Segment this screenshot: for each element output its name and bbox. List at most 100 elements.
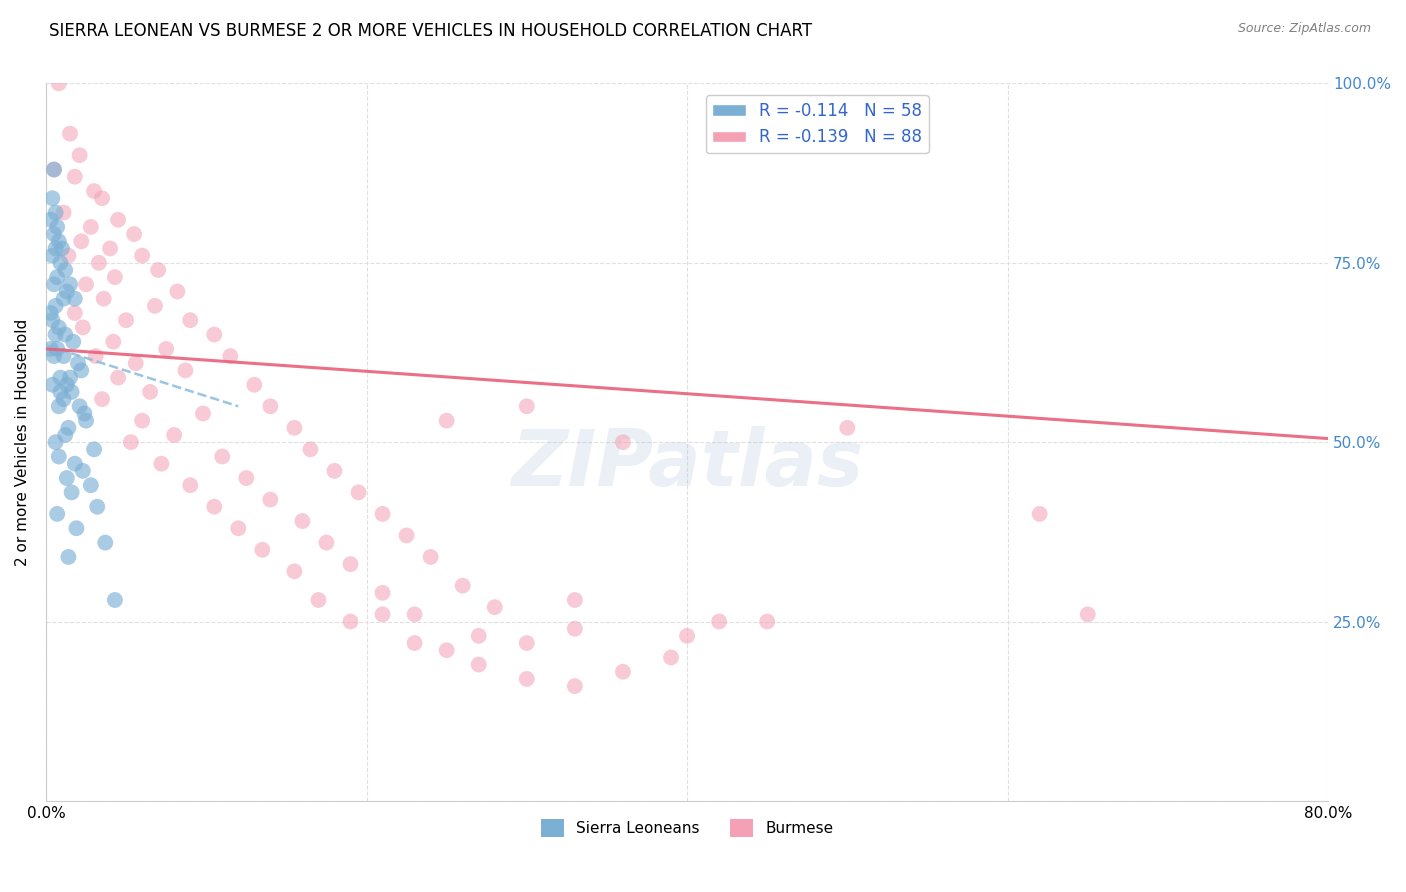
- Point: [52, 292, 75, 306]
- Point: [41, 377, 63, 392]
- Point: [66, 356, 89, 370]
- Point: [39, 342, 62, 356]
- Point: [56, 285, 79, 299]
- Point: [564, 593, 586, 607]
- Point: [756, 615, 779, 629]
- Point: [371, 507, 394, 521]
- Point: [339, 557, 361, 571]
- Point: [339, 615, 361, 629]
- Point: [83, 442, 105, 457]
- Point: [42, 162, 65, 177]
- Point: [70, 234, 93, 248]
- Point: [283, 421, 305, 435]
- Point: [52, 392, 75, 406]
- Point: [564, 679, 586, 693]
- Point: [191, 407, 214, 421]
- Point: [564, 622, 586, 636]
- Point: [48, 320, 70, 334]
- Point: [80, 478, 103, 492]
- Point: [48, 399, 70, 413]
- Point: [58, 549, 80, 564]
- Point: [53, 327, 76, 342]
- Point: [73, 407, 96, 421]
- Point: [707, 615, 730, 629]
- Point: [107, 370, 129, 384]
- Point: [155, 342, 177, 356]
- Point: [179, 478, 201, 492]
- Point: [139, 384, 162, 399]
- Point: [46, 270, 69, 285]
- Point: [41, 191, 63, 205]
- Point: [69, 399, 91, 413]
- Point: [46, 219, 69, 234]
- Point: [59, 370, 82, 384]
- Point: [60, 384, 83, 399]
- Point: [94, 535, 117, 549]
- Point: [41, 249, 63, 263]
- Point: [48, 450, 70, 464]
- Point: [84, 349, 107, 363]
- Point: [676, 629, 699, 643]
- Point: [1077, 607, 1099, 622]
- Point: [87, 256, 110, 270]
- Point: [75, 414, 97, 428]
- Point: [131, 249, 153, 263]
- Point: [612, 435, 634, 450]
- Point: [39, 212, 62, 227]
- Point: [42, 349, 65, 363]
- Point: [83, 184, 105, 198]
- Point: [395, 528, 418, 542]
- Point: [56, 377, 79, 392]
- Point: [235, 471, 257, 485]
- Point: [516, 399, 538, 413]
- Point: [63, 169, 86, 184]
- Point: [48, 234, 70, 248]
- Point: [323, 464, 346, 478]
- Point: [48, 77, 70, 91]
- Point: [60, 485, 83, 500]
- Point: [371, 607, 394, 622]
- Point: [45, 205, 67, 219]
- Point: [72, 464, 94, 478]
- Point: [107, 212, 129, 227]
- Point: [174, 363, 197, 377]
- Point: [46, 507, 69, 521]
- Point: [283, 564, 305, 578]
- Text: ZIPatlas: ZIPatlas: [510, 425, 863, 501]
- Point: [49, 384, 72, 399]
- Point: [299, 442, 322, 457]
- Point: [63, 457, 86, 471]
- Y-axis label: 2 or more Vehicles in Household: 2 or more Vehicles in Household: [15, 318, 30, 566]
- Point: [104, 593, 127, 607]
- Point: [837, 421, 859, 435]
- Point: [404, 636, 426, 650]
- Point: [86, 500, 108, 514]
- Point: [120, 435, 142, 450]
- Point: [41, 313, 63, 327]
- Point: [58, 249, 80, 263]
- Point: [516, 672, 538, 686]
- Point: [45, 327, 67, 342]
- Point: [58, 421, 80, 435]
- Point: [516, 636, 538, 650]
- Point: [252, 542, 274, 557]
- Point: [42, 227, 65, 241]
- Point: [69, 148, 91, 162]
- Point: [259, 399, 281, 413]
- Point: [70, 363, 93, 377]
- Point: [59, 127, 82, 141]
- Point: [122, 227, 145, 241]
- Point: [163, 428, 186, 442]
- Point: [51, 242, 73, 256]
- Point: [52, 349, 75, 363]
- Legend: Sierra Leoneans, Burmese: Sierra Leoneans, Burmese: [534, 813, 839, 844]
- Point: [659, 650, 682, 665]
- Point: [65, 521, 87, 535]
- Point: [243, 377, 266, 392]
- Point: [436, 643, 458, 657]
- Point: [91, 191, 114, 205]
- Point: [291, 514, 314, 528]
- Point: [52, 205, 75, 219]
- Point: [53, 263, 76, 277]
- Point: [42, 277, 65, 292]
